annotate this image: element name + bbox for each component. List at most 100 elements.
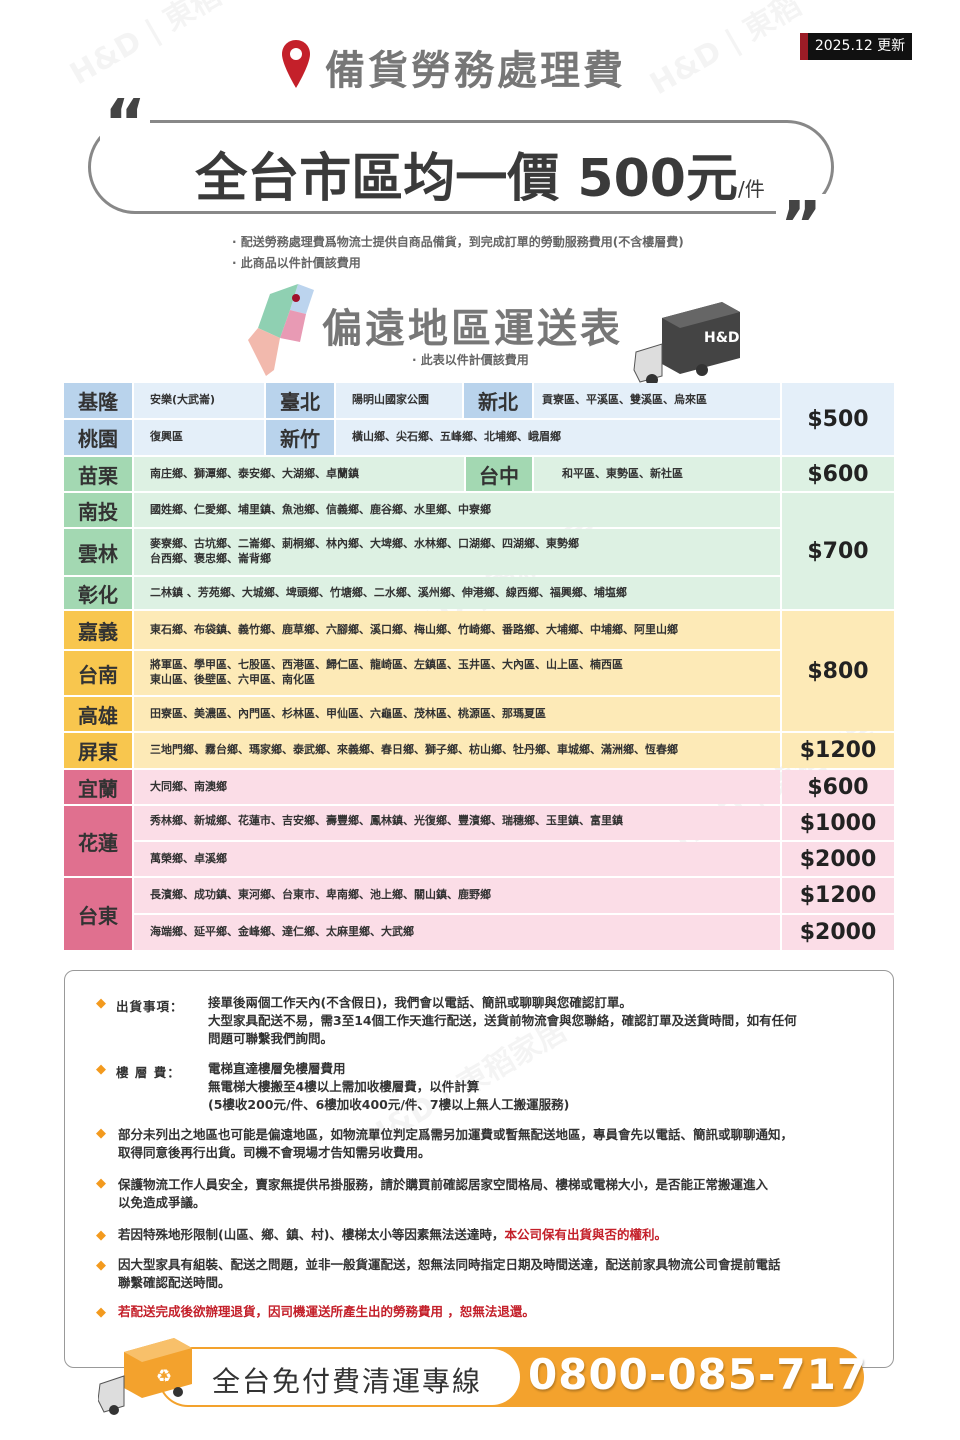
slogan-unit: /件 [737,177,765,201]
region-areas: 東石鄉、布袋鎮、義竹鄉、鹿草鄉、六腳鄉、溪口鄉、梅山鄉、竹崎鄉、番路鄉、大埔鄉、… [134,611,780,649]
price: $1200 [782,878,894,913]
region-label: 台東 [64,878,132,950]
region-label: 高雄 [64,697,132,731]
region-label: 雲林 [64,529,132,575]
note-line: 大型家具配送不易，需3至14個工作天進行配送，送貨前物流會與您聯絡，確認訂單及送… [208,1013,797,1028]
region-areas: 將軍區、學甲區、七股區、西港區、歸仁區、龍崎區、左鎮區、玉井區、大內區、山上區、… [134,651,780,695]
hotline-label-bg [160,1349,520,1405]
region-areas: 海端鄉、延平鄉、金峰鄉、達仁鄉、太麻里鄉、大武鄉 [134,915,780,950]
note-line: 接單後兩個工作天內(不含假日)，我們會以電話、簡訊或聊聊與您確認訂單。 [208,995,632,1010]
region-areas: 橫山鄉、尖石鄉、五峰鄉、北埔鄉、峨眉鄉 [336,420,780,455]
note-line: 取得同意後再行出貨。司機不會現場才告知需另收費用。 [118,1145,431,1160]
price: $1200 [782,733,894,768]
areas-line: 將軍區、學甲區、七股區、西港區、歸仁區、龍崎區、左鎮區、玉井區、大內區、山上區、… [150,658,623,672]
region-areas: 復興區 [134,420,264,455]
region-areas: 南庄鄉、獅潭鄉、泰安鄉、大湖鄉、卓蘭鎮 [134,457,464,491]
diamond-bullet-icon: ◆ [96,1228,106,1243]
note-line: 電梯直達樓層免樓層費用 [208,1061,346,1076]
region-areas: 國姓鄉、仁愛鄉、埔里鎮、魚池鄉、信義鄉、鹿谷鄉、水里鄉、中寮鄉 [134,493,780,527]
description-2: · 此商品以件計價該費用 [232,256,361,270]
region-areas: 長濱鄉、成功鎮、東河鄉、台東市、卑南鄉、池上鄉、關山鎮、鹿野鄉 [134,878,780,913]
remote-table-subtitle: · 此表以件計價該費用 [412,353,529,367]
note-item: 部分未列出之地區也可能是偏遠地區，如物流單位判定爲需另加運費或暫無配送地區，專員… [118,1126,793,1162]
note-line: 問題可聯繫我們詢問。 [208,1031,334,1046]
note-item: 保護物流工作人員安全，賣家無提供吊掛服務，請於購買前確認居家空間格局、樓梯或電梯… [118,1176,768,1212]
watermark: H&D | 東稻 [60,0,228,93]
watermark: H&D | 東稻 [640,0,808,103]
note-line: 聯繫確認配送時間。 [118,1275,231,1290]
shipping-label: 出貨事項： [116,999,184,1014]
region-label: 新竹 [266,420,334,455]
areas-line: 台西鄉、褒忠鄉、崙背鄉 [150,552,271,565]
region-label: 台中 [466,457,532,491]
note-line: 因大型家具有組裝、配送之問題，並非一般貨運配送，恕無法同時指定日期及時間送達，配… [118,1257,781,1272]
region-areas: 和平區、東勢區、新社區 [534,457,780,491]
price: $600 [782,457,894,491]
description-1: · 配送勞務處理費爲物流士提供自商品備貨，到完成訂單的勞動服務費用(不含樓層費) [232,235,684,249]
hotline-phone[interactable]: 0800-085-717 [528,1350,868,1399]
region-label: 南投 [64,493,132,527]
region-areas: 陽明山國家公園 [336,383,462,418]
price: $500 [782,383,894,455]
region-label: 桃園 [64,420,132,455]
region-label: 台南 [64,651,132,695]
region-areas: 田寮區、美濃區、內門區、杉林區、甲仙區、六龜區、茂林區、桃源區、那瑪夏區 [134,697,780,731]
floor-fee-label: 樓 層 費： [116,1065,181,1080]
delivery-truck-icon: H&D [633,302,740,386]
note-line: (5樓收200元/件、6樓加收400元/件、7樓以上無人工搬運服務) [208,1097,570,1112]
floor-fee-text: 電梯直達樓層免樓層費用 無電梯大樓搬至4樓以上需加收樓層費，以件計算 (5樓收2… [208,1060,569,1114]
note-line: 無電梯大樓搬至4樓以上需加收樓層費，以件計算 [208,1079,480,1094]
region-label: 花蓮 [64,806,132,876]
note-text: 若因特殊地形限制(山區、鄉、鎮、村)、樓梯太小等因素無法送達時， [118,1227,505,1242]
region-label: 屏東 [64,733,132,768]
diamond-bullet-icon: ◆ [96,1305,106,1320]
note-line: 部分未列出之地區也可能是偏遠地區，如物流單位判定爲需另加運費或暫無配送地區，專員… [118,1127,794,1142]
region-areas: 麥寮鄉、古坑鄉、二崙鄉、莿桐鄉、林內鄉、大埤鄉、水林鄉、口湖鄉、四湖鄉、東勢鄉 … [134,529,780,575]
svg-text:♻: ♻ [156,1366,172,1387]
note-line: 以免造成爭議。 [118,1195,206,1210]
slogan-text: 全台市區均一價 500元 [195,149,738,209]
remote-table-title: 偏遠地區運送表 [322,306,623,352]
region-label: 基隆 [64,383,132,418]
areas-line: 麥寮鄉、古坑鄉、二崙鄉、莿桐鄉、林內鄉、大埤鄉、水林鄉、口湖鄉、四湖鄉、東勢鄉 [150,537,579,551]
recycling-truck-icon: ♻ [98,1338,192,1415]
note-item: 因大型家具有組裝、配送之問題，並非一般貨運配送，恕無法同時指定日期及時間送達，配… [118,1256,781,1292]
region-areas: 安樂(大武崙) [134,383,264,418]
diamond-bullet-icon: ◆ [96,1126,106,1141]
slogan-frame [88,120,834,214]
price: $1000 [782,806,894,840]
slogan: 全台市區均一價 500元/件 [0,136,960,211]
diamond-bullet-icon: ◆ [96,1176,106,1191]
open-quote-icon: “ [100,92,151,156]
diamond-bullet-icon: ◆ [96,1258,106,1273]
region-areas: 二林鎮 、芳苑鄉、大城鄉、埤頭鄉、竹塘鄉、二水鄉、溪州鄉、伸港鄉、線西鄉、福興鄉… [134,577,780,609]
region-label: 彰化 [64,577,132,609]
note-emphasis: 本公司保有出貨與否的權利。 [504,1227,667,1242]
region-areas: 大同鄉、南澳鄉 [134,770,780,804]
region-areas: 萬榮鄉、卓溪鄉 [134,842,780,876]
region-label: 宜蘭 [64,770,132,804]
price: $800 [782,611,894,731]
diamond-bullet-icon: ◆ [96,996,106,1011]
region-areas: 貢寮區、平溪區、雙溪區、烏來區 [534,383,780,418]
price: $600 [782,770,894,804]
page-title: 備貨勞務處理費 [325,48,626,94]
price: $2000 [782,915,894,950]
region-label: 臺北 [266,383,334,418]
shipping-text: 接單後兩個工作天內(不含假日)，我們會以電話、簡訊或聊聊與您確認訂單。 大型家具… [208,994,797,1048]
taiwan-map-icon [248,284,314,376]
areas-line: 東山區、後壁區、六甲區、南化區 [150,673,315,686]
note-item: 若配送完成後欲辦理退貨，因司機運送所產生出的勞務費用 ，恕無法退還。 [118,1304,535,1319]
region-label: 嘉義 [64,611,132,649]
region-label: 苗栗 [64,457,132,491]
location-pin-icon [282,40,310,88]
region-label: 新北 [464,383,532,418]
note-item: 若因特殊地形限制(山區、鄉、鎮、村)、樓梯太小等因素無法送達時，本公司保有出貨與… [118,1226,667,1244]
close-quote-icon: ” [776,194,827,258]
price: $2000 [782,842,894,876]
note-line: 保護物流工作人員安全，賣家無提供吊掛服務，請於購買前確認居家空間格局、樓梯或電梯… [118,1177,769,1192]
price: $700 [782,493,894,609]
region-areas: 三地門鄉、霧台鄉、瑪家鄉、泰武鄉、來義鄉、春日鄉、獅子鄉、枋山鄉、牡丹鄉、車城鄉… [134,733,780,768]
hotline-label: 全台免付費清運專線 [212,1365,483,1398]
diamond-bullet-icon: ◆ [96,1062,106,1077]
